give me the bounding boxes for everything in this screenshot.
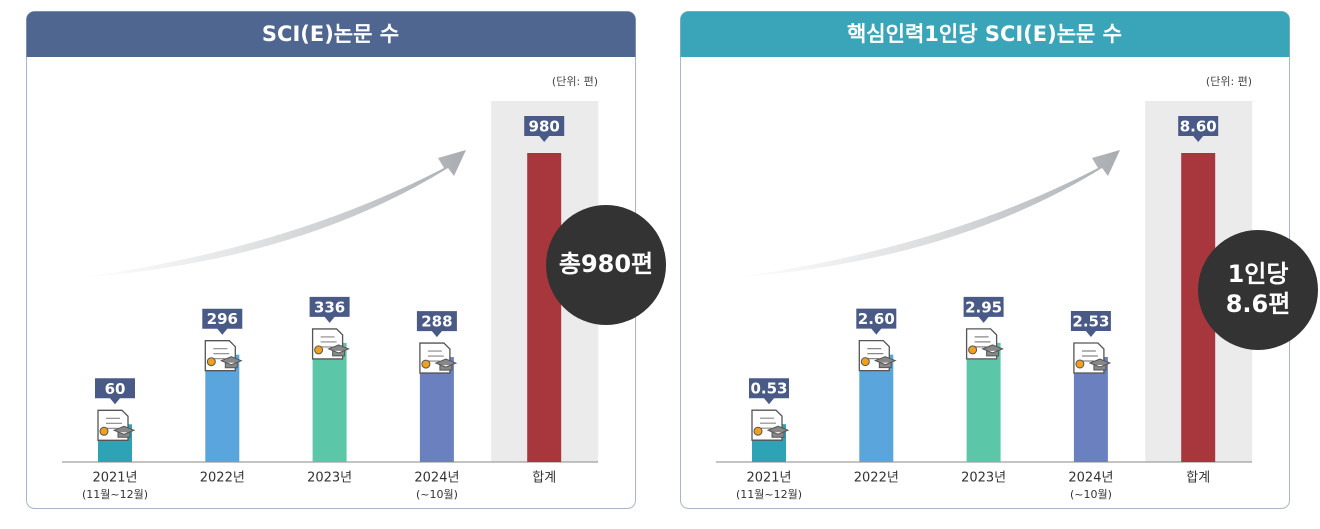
value-label: 0.53 <box>750 380 787 398</box>
paper-icon <box>204 340 243 372</box>
panel-title: 핵심인력1인당 SCI(E)논문 수 <box>847 22 1122 46</box>
value-label-box <box>1070 310 1111 337</box>
bar <box>527 153 562 462</box>
icon-cap <box>219 356 243 369</box>
value-label-box <box>309 296 350 323</box>
value-label: 2.60 <box>858 310 895 328</box>
icon-lines <box>427 350 444 362</box>
value-label: 2.95 <box>965 298 1002 316</box>
icon-cap <box>766 425 790 438</box>
value-label: 980 <box>529 118 560 136</box>
x-tick-sublabel: (~10월) <box>416 488 458 501</box>
bar <box>419 357 454 462</box>
x-tick-label: 2021년 <box>746 471 791 486</box>
x-tick-label: 2024년 <box>1068 471 1113 486</box>
paper-icon <box>311 328 350 360</box>
x-tick-label: 2024년 <box>414 471 459 486</box>
value-label: 2.53 <box>1072 312 1109 330</box>
x-tick-label: 2023년 <box>961 471 1006 486</box>
icon-badge <box>753 426 763 436</box>
bar <box>312 342 347 462</box>
icon-lines <box>1081 350 1098 362</box>
unit-label: (단위: 편) <box>552 75 598 88</box>
bar <box>966 342 1001 462</box>
icon-badge <box>206 357 216 367</box>
x-tick-label: 2022년 <box>854 471 899 486</box>
icon-badge <box>1075 359 1085 369</box>
value-label: 296 <box>207 310 238 328</box>
panel-header <box>680 11 1290 57</box>
paper-icon <box>751 409 790 441</box>
icon-cap <box>981 344 1004 357</box>
paper-icon <box>1073 342 1112 374</box>
panel-header <box>26 11 636 57</box>
icon-badge <box>421 359 431 369</box>
value-label-box <box>1178 116 1219 142</box>
value-label-box <box>963 296 1004 323</box>
x-tick-label: 합계 <box>532 471 556 486</box>
value-label: 288 <box>421 313 452 331</box>
icon-badge <box>314 345 324 355</box>
paper-icon <box>858 339 897 372</box>
bar <box>205 354 240 462</box>
x-tick-sublabel: (~10월) <box>1070 488 1112 501</box>
icon-cap <box>112 425 136 438</box>
callout-text: 8.6편 <box>1226 290 1291 318</box>
x-tick-label: 2022년 <box>200 471 245 486</box>
value-label-box <box>749 378 789 405</box>
icon-cap <box>873 356 897 369</box>
callout-text: 1인당 <box>1228 260 1289 288</box>
value-label: 8.60 <box>1180 118 1217 136</box>
callout-text: 총980편 <box>559 250 653 278</box>
value-label: 336 <box>314 298 345 316</box>
icon-cap <box>434 358 458 371</box>
icon-cap <box>327 344 350 357</box>
x-tick-label: 2023년 <box>307 471 352 486</box>
panel-title: SCI(E)논문 수 <box>262 22 399 46</box>
icon-lines <box>320 336 337 348</box>
icon-lines <box>106 417 122 429</box>
value-label: 60 <box>105 380 126 398</box>
value-label-box <box>95 378 135 405</box>
value-label-box <box>856 308 897 335</box>
x-tick-label: 합계 <box>1186 471 1210 486</box>
icon-lines <box>213 348 230 360</box>
x-tick-label: 2021년 <box>92 471 137 486</box>
bar <box>1073 356 1108 462</box>
bar <box>859 354 894 462</box>
icon-badge <box>968 345 978 355</box>
x-tick-sublabel: (11월~12월) <box>82 488 148 501</box>
value-label-box <box>202 308 243 335</box>
unit-label: (단위: 편) <box>1206 75 1252 88</box>
paper-icon <box>97 409 136 441</box>
callout-circle <box>1198 230 1318 350</box>
value-label-box <box>524 116 565 142</box>
callout-circle <box>546 205 666 325</box>
icon-badge <box>860 357 870 367</box>
icon-lines <box>974 336 991 348</box>
icon-lines <box>760 417 776 429</box>
icon-badge <box>99 426 109 436</box>
icon-cap <box>1088 358 1112 371</box>
paper-icon <box>965 328 1004 360</box>
paper-icon <box>419 342 458 374</box>
value-label-box <box>416 311 457 338</box>
icon-lines <box>867 348 884 360</box>
x-tick-sublabel: (11월~12월) <box>736 488 802 501</box>
